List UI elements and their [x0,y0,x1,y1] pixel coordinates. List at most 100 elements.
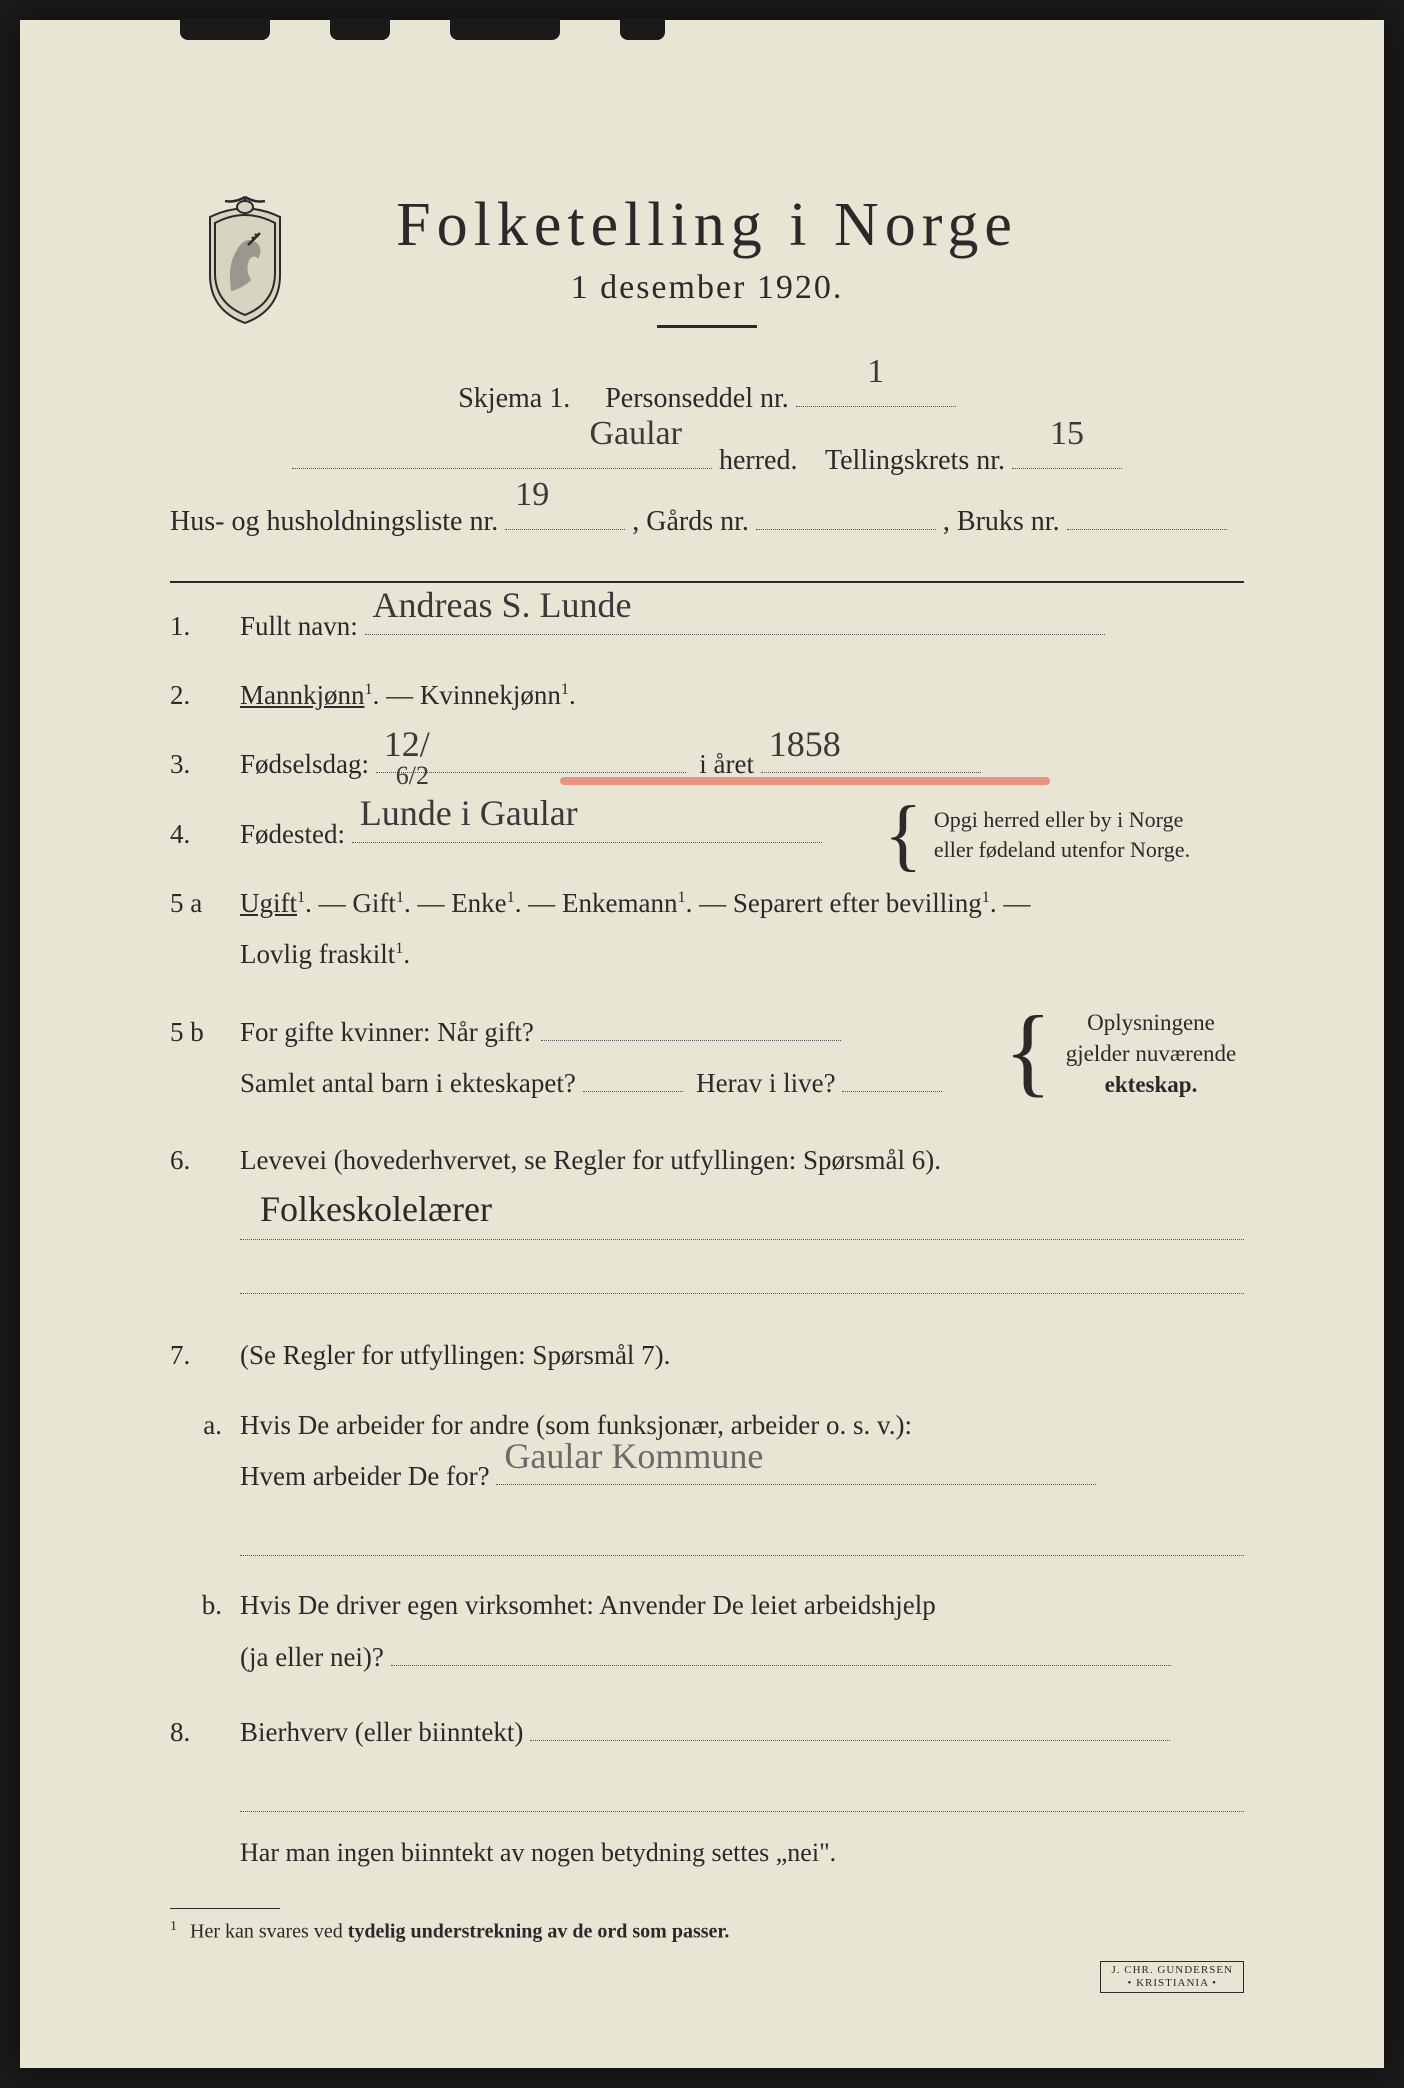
q7-num: 7. [170,1330,240,1381]
q3-day-field: 12/ 6/2 [376,744,686,774]
q5b-l2a: Samlet antal barn i ekteskapet? [240,1068,576,1098]
q5a-body: Ugift1. — Gift1. — Enke1. — Enkemann1. —… [240,878,1244,981]
q6-num: 6. [170,1135,240,1186]
header-line-2: Gaular herred. Tellingskrets nr. 15 [170,430,1244,492]
q5a-opt-1: Gift [352,888,396,918]
q5b-side-l2: gjelder nuværende [1066,1041,1237,1066]
q8-num: 8. [170,1707,240,1758]
q7b-field [391,1636,1171,1666]
q5a-opt-2: Enke [451,888,506,918]
section-divider [170,581,1244,583]
q1-value: Andreas S. Lunde [373,571,632,639]
q4-label: Fødested: [240,819,345,849]
q6-label: Levevei (hovederhvervet, se Regler for u… [240,1145,941,1175]
q7a-field: Gaular Kommune [496,1455,1096,1485]
footnote-rule [170,1908,280,1909]
bruks-field [1067,497,1227,531]
printer-l2: • KRISTIANIA • [1111,1977,1233,1990]
q2-row: 2. Mannkjønn1. — Kvinnekjønn1. [170,670,1244,721]
q5b-sidenote: { Oplysningene gjelder nuværende ekteska… [1004,1007,1244,1100]
q3-num: 3. [170,739,240,790]
q5b-num: 5 b [170,1007,240,1058]
q4-value: Lunde i Gaular [360,779,578,847]
printer-l1: J. CHR. GUNDERSEN [1111,1964,1233,1977]
q5a-num: 5 a [170,878,240,929]
personseddel-value: 1 [806,335,946,410]
q7b-l2: (ja eller nei)? [240,1642,384,1672]
printer-mark: J. CHR. GUNDERSEN • KRISTIANIA • [1100,1961,1244,1993]
q1-row: 1. Fullt navn: Andreas S. Lunde [170,601,1244,652]
q7a-l2: Hvem arbeider De for? [240,1461,490,1491]
q1-field: Andreas S. Lunde [365,605,1105,635]
q3-year-value: 1858 [769,710,841,778]
q7b-row: b. Hvis De driver egen virksomhet: Anven… [170,1580,1244,1683]
q7a-row: a. Hvis De arbeider for andre (som funks… [170,1400,1244,1503]
q7-label: (Se Regler for utfyllingen: Spørsmål 7). [240,1340,670,1370]
q8-field [530,1711,1170,1741]
q1-label: Fullt navn: [240,611,358,641]
q7a-body: Hvis De arbeider for andre (som funksjon… [240,1400,1244,1503]
gards-label: , Gårds nr. [632,506,749,537]
q8-note: Har man ingen biinntekt av nogen betydni… [240,1828,1244,1877]
q5b-gift-field [541,1011,841,1041]
census-form-page: Folketelling i Norge 1 desember 1920. Sk… [20,20,1384,2068]
q5b-side-l3: ekteskap. [1105,1072,1198,1097]
personseddel-field: 1 [796,373,956,407]
q4-body: Fødested: Lunde i Gaular { Opgi herred e… [240,809,1244,860]
q5a-row: 5 a Ugift1. — Gift1. — Enke1. — Enkemann… [170,878,1244,981]
footnote: 1 Her kan svares ved tydelig understrekn… [170,1919,1244,1944]
q5b-row: 5 b For gifte kvinner: Når gift? Samlet … [170,1007,1244,1110]
q7a-num: a. [170,1400,240,1451]
tellingskrets-label: Tellingskrets nr. [825,445,1005,476]
herred-label: herred. [719,445,798,476]
q5a-opt-4: Separert efter bevilling [733,888,982,918]
tellingskrets-field: 15 [1012,435,1122,469]
tear [180,18,270,40]
herred-field: Gaular [292,435,712,469]
q5b-l2b: Herav i live? [696,1068,835,1098]
q7b-body: Hvis De driver egen virksomhet: Anvender… [240,1580,1244,1683]
husliste-value: 19 [515,458,615,533]
q8-body: Bierhverv (eller biinntekt) [240,1707,1244,1758]
questions-block: 1. Fullt navn: Andreas S. Lunde 2. Mannk… [170,601,1244,1878]
footnote-text: Her kan svares ved tydelig understreknin… [190,1920,729,1942]
header-line-3: Hus- og husholdningsliste nr. 19 , Gårds… [170,491,1244,553]
q7b-num: b. [170,1580,240,1631]
page-subtitle: 1 desember 1920. [170,269,1244,307]
q5a-opt-0: Ugift [240,888,297,918]
tear [330,18,390,40]
q4-side-l1: Opgi herred eller by i Norge [934,807,1183,832]
q5a-opt-3: Enkemann [562,888,677,918]
brace-icon: { [1004,1011,1052,1091]
q1-body: Fullt navn: Andreas S. Lunde [240,601,1244,652]
q8-row: 8. Bierhverv (eller biinntekt) [170,1707,1244,1758]
q4-field: Lunde i Gaular [352,813,822,843]
husliste-field: 19 [505,497,625,531]
red-underline-mark [560,777,1050,785]
q5b-live-field [842,1062,942,1092]
q7a-value: Gaular Kommune [504,1422,763,1490]
q7-body: (Se Regler for utfyllingen: Spørsmål 7). [240,1330,1244,1381]
tellingskrets-value: 15 [1022,397,1112,472]
title-rule [657,325,757,328]
q1-num: 1. [170,601,240,652]
footnote-sup: 1 [170,1919,177,1934]
q3-year-label: i året [699,749,754,779]
q2-mann: Mannkjønn [240,680,365,710]
q7-row: 7. (Se Regler for utfyllingen: Spørsmål … [170,1330,1244,1381]
gards-field [756,497,936,531]
q2-num: 2. [170,670,240,721]
page-title: Folketelling i Norge [170,190,1244,261]
husliste-label: Hus- og husholdningsliste nr. [170,506,498,537]
q8-label: Bierhverv (eller biinntekt) [240,1717,523,1747]
q6-field-2 [240,1262,1244,1294]
q3-year-field: 1858 [761,744,981,774]
title-block: Folketelling i Norge 1 desember 1920. [170,190,1244,328]
q6-value: Folkeskolelærer [260,1175,492,1243]
tear [620,18,665,40]
q5b-barn-field [583,1062,683,1092]
q2-sep: — [386,680,420,710]
q4-row: 4. Fødested: Lunde i Gaular { Opgi herre… [170,809,1244,860]
q5a-opt-5: Lovlig fraskilt [240,939,395,969]
q5b-side-l1: Oplysningene [1087,1010,1215,1035]
